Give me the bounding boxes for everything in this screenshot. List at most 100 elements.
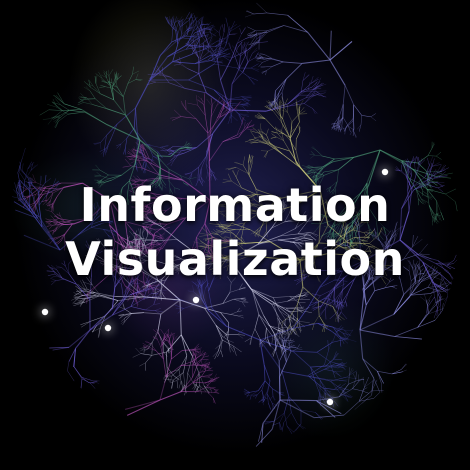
network-edge <box>445 296 448 304</box>
network-edge <box>174 109 182 117</box>
network-edge <box>223 215 234 224</box>
network-edge <box>361 214 365 223</box>
network-edge <box>111 78 113 83</box>
network-edge <box>212 174 216 181</box>
network-edge <box>56 187 65 197</box>
network-edge <box>131 312 144 314</box>
network-edge <box>339 126 342 133</box>
network-edge <box>149 55 161 81</box>
network-edge <box>422 190 428 195</box>
network-edge <box>103 147 105 157</box>
network-edge <box>424 177 432 183</box>
network-edge <box>119 314 125 318</box>
network-edge <box>339 104 344 117</box>
network-edge <box>53 227 58 232</box>
network-edge <box>330 231 332 242</box>
network-edge <box>332 219 336 234</box>
network-edge <box>119 315 124 319</box>
network-edge <box>202 34 209 37</box>
network-edge <box>236 170 239 178</box>
network-edge <box>148 80 156 83</box>
network-edge <box>190 23 195 30</box>
network-edge <box>273 92 280 103</box>
network-edge <box>345 254 359 260</box>
network-edge <box>331 220 342 228</box>
network-edge <box>188 13 193 21</box>
network-edge <box>286 351 291 363</box>
network-edge <box>255 428 273 447</box>
network-edge <box>130 255 134 263</box>
network-edge <box>228 26 230 35</box>
network-edge <box>425 195 432 200</box>
network-edge <box>340 126 342 132</box>
network-edge <box>377 370 393 375</box>
network-edge <box>168 82 185 89</box>
network-edge <box>120 236 130 247</box>
network-edge <box>172 16 175 23</box>
network-edge <box>268 102 276 107</box>
network-edge <box>124 313 132 319</box>
network-edge <box>237 41 243 48</box>
network-edge <box>366 254 374 258</box>
network-edge <box>328 340 333 351</box>
network-edge <box>370 113 376 117</box>
network-edge <box>104 135 107 148</box>
network-edge <box>327 242 344 254</box>
network-edge <box>188 63 215 81</box>
network-edge <box>359 124 362 133</box>
network-edge <box>338 124 340 130</box>
network-edge <box>220 230 227 234</box>
network-edge <box>207 117 220 134</box>
network-edge <box>322 155 335 160</box>
network-edge <box>198 155 207 168</box>
network-edge <box>220 57 233 81</box>
network-edge <box>207 59 217 63</box>
network-edge <box>222 339 234 347</box>
network-edge <box>171 18 173 24</box>
network-edge <box>219 25 222 33</box>
network-edge <box>218 221 224 227</box>
network-edge <box>318 315 325 326</box>
network-edge <box>338 314 345 320</box>
network-edge <box>64 224 73 235</box>
network-edge <box>47 200 51 206</box>
network-edge <box>58 217 65 222</box>
network-edge <box>296 132 300 140</box>
network-edge <box>203 251 213 255</box>
network-edge <box>367 260 374 263</box>
network-edge <box>305 87 316 99</box>
network-edge <box>316 171 324 182</box>
network-edge <box>203 258 211 268</box>
network-edge <box>343 401 360 416</box>
network-edge <box>331 209 337 211</box>
network-edge <box>424 177 433 182</box>
network-edge <box>260 52 266 56</box>
network-edge <box>331 233 337 241</box>
network-edge <box>150 343 157 351</box>
network-edge <box>365 290 376 306</box>
network-edge <box>73 366 83 379</box>
network-edge <box>289 341 295 344</box>
network-edge <box>313 82 323 90</box>
network-edge <box>246 128 255 131</box>
network-edge <box>329 30 332 61</box>
network-edge <box>185 26 190 32</box>
network-edge <box>265 66 273 68</box>
network-edge <box>220 241 229 243</box>
network-edge <box>313 171 316 179</box>
network-edge <box>201 358 209 361</box>
network-edge <box>302 59 331 64</box>
network-edge <box>166 146 173 151</box>
network-edge <box>324 200 328 207</box>
network-edge <box>360 115 363 125</box>
network-edge <box>64 223 75 225</box>
network-edge <box>255 56 262 59</box>
network-edge <box>90 382 96 389</box>
network-edge <box>272 61 284 67</box>
network-edge <box>30 204 36 212</box>
network-edge <box>219 257 228 269</box>
network-edge <box>421 198 425 205</box>
network-edge <box>199 244 209 249</box>
network-edge <box>239 114 250 117</box>
network-edge <box>128 245 139 250</box>
